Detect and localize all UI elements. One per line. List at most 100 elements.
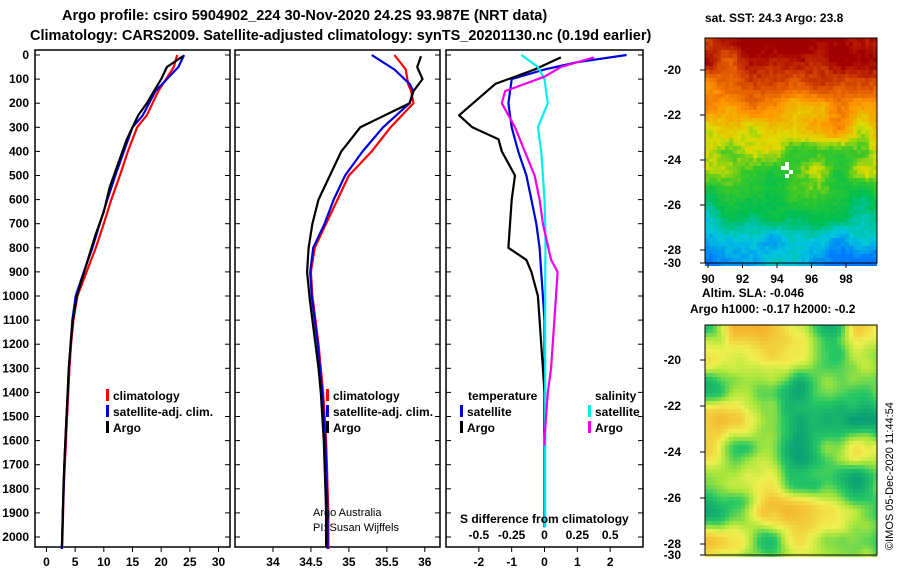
sla-cell xyxy=(833,333,837,337)
sst-cell xyxy=(785,182,789,186)
sst-cell xyxy=(861,210,865,214)
sla-cell xyxy=(857,461,861,465)
sla-cell xyxy=(857,485,861,489)
sla-cell xyxy=(821,361,825,365)
sla-cell xyxy=(817,521,821,525)
sst-cell xyxy=(721,182,725,186)
sla-cell xyxy=(721,537,725,541)
sst-cell xyxy=(789,206,793,210)
sst-cell xyxy=(753,190,757,194)
sla-cell xyxy=(753,525,757,529)
sla-cell xyxy=(749,473,753,477)
sla-cell xyxy=(837,361,841,365)
sst-cell xyxy=(741,230,745,234)
sla-cell xyxy=(777,397,781,401)
sla-cell xyxy=(817,401,821,405)
sst-cell xyxy=(793,46,797,50)
sla-cell xyxy=(717,461,721,465)
sst-cell xyxy=(825,114,829,118)
sla-cell xyxy=(749,425,753,429)
sst-cell xyxy=(861,62,865,66)
sst-cell xyxy=(749,234,753,238)
sla-cell xyxy=(781,421,785,425)
sst-cell xyxy=(865,86,869,90)
sst-cell xyxy=(809,238,813,242)
sst-cell xyxy=(721,154,725,158)
sst-cell xyxy=(741,234,745,238)
sst-cell xyxy=(769,126,773,130)
sla-cell xyxy=(785,389,789,393)
sst-cell xyxy=(733,226,737,230)
sla-cell xyxy=(829,441,833,445)
sla-cell xyxy=(845,341,849,345)
sst-cell xyxy=(713,178,717,182)
sst-cell xyxy=(737,186,741,190)
sla-cell xyxy=(873,457,877,461)
sst-cell xyxy=(849,98,853,102)
sla-cell xyxy=(785,465,789,469)
sla-cell xyxy=(797,345,801,349)
sst-cell xyxy=(821,254,825,258)
sla-cell xyxy=(821,357,825,361)
sla-cell xyxy=(833,401,837,405)
sla-cell xyxy=(765,341,769,345)
sst-cell xyxy=(773,242,777,246)
sst-cell xyxy=(753,194,757,198)
sst-cell xyxy=(765,206,769,210)
sla-cell xyxy=(797,453,801,457)
sst-cell xyxy=(737,218,741,222)
sst-cell xyxy=(725,98,729,102)
sst-cell xyxy=(857,82,861,86)
sst-cell xyxy=(761,158,765,162)
sla-cell xyxy=(709,361,713,365)
sla-cell xyxy=(725,377,729,381)
sla-cell xyxy=(869,457,873,461)
sla-cell xyxy=(797,441,801,445)
sst-cell xyxy=(861,42,865,46)
y-tick-label: 100 xyxy=(9,72,29,86)
sst-cell xyxy=(765,230,769,234)
sst-cell xyxy=(833,174,837,178)
sla-cell xyxy=(805,325,809,329)
sst-cell xyxy=(765,218,769,222)
sla-cell xyxy=(713,421,717,425)
sla-cell xyxy=(837,473,841,477)
sla-cell xyxy=(741,469,745,473)
sst-cell xyxy=(745,134,749,138)
sla-cell xyxy=(853,333,857,337)
sla-cell xyxy=(781,385,785,389)
x-tick-label: 34 xyxy=(266,555,280,569)
sla-cell xyxy=(821,381,825,385)
sst-cell xyxy=(829,114,833,118)
sst-cell xyxy=(873,134,877,138)
sst-cell xyxy=(833,82,837,86)
sla-cell xyxy=(713,501,717,505)
sst-cell xyxy=(841,42,845,46)
sst-cell xyxy=(745,230,749,234)
sla-cell xyxy=(861,389,865,393)
sst-cell xyxy=(737,230,741,234)
sst-cell xyxy=(821,42,825,46)
sla-cell xyxy=(777,377,781,381)
sst-cell xyxy=(801,134,805,138)
sst-cell xyxy=(745,82,749,86)
sst-cell xyxy=(745,150,749,154)
sst-cell xyxy=(705,154,709,158)
sla-cell xyxy=(861,445,865,449)
sst-cell xyxy=(837,150,841,154)
sst-cell xyxy=(845,222,849,226)
sst-cell xyxy=(765,78,769,82)
sla-cell xyxy=(833,493,837,497)
sla-cell xyxy=(773,477,777,481)
sla-cell xyxy=(749,505,753,509)
sla-cell xyxy=(745,505,749,509)
sla-cell xyxy=(709,341,713,345)
sst-cell xyxy=(741,218,745,222)
sla-cell xyxy=(737,485,741,489)
sst-cell xyxy=(705,82,709,86)
sst-cell xyxy=(777,70,781,74)
sst-cell xyxy=(769,90,773,94)
legend2-label-clim: climatology xyxy=(333,389,400,403)
sla-cell xyxy=(781,337,785,341)
sla-cell xyxy=(817,425,821,429)
